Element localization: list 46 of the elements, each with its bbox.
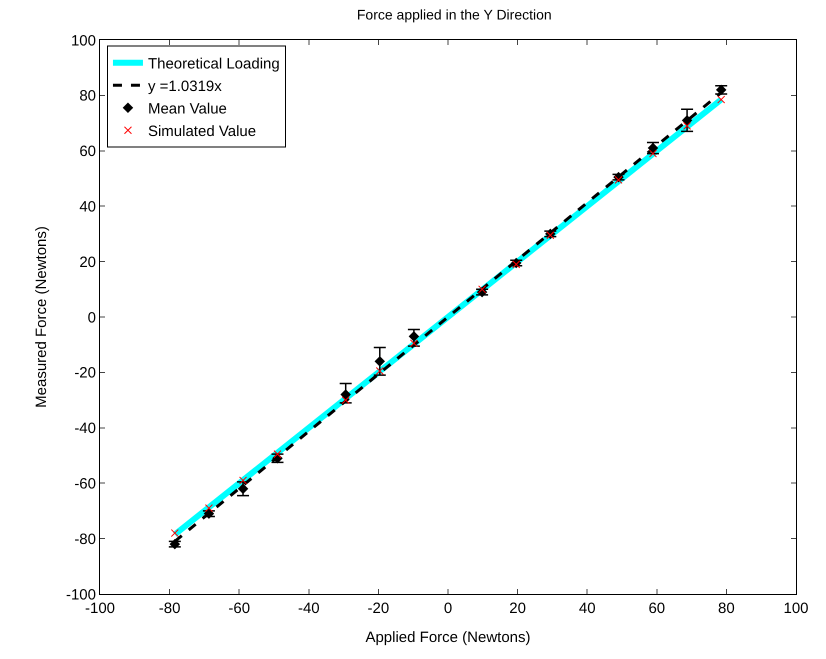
chart-title: Force applied in the Y Direction xyxy=(356,6,552,23)
x-tick-label: 80 xyxy=(718,600,735,617)
point xyxy=(204,504,213,512)
x-tick-label: 0 xyxy=(444,600,452,617)
point xyxy=(374,356,385,366)
point xyxy=(273,450,282,458)
y-tick-label: -20 xyxy=(74,364,96,382)
y-tick-label: 100 xyxy=(70,32,96,50)
x-tick-label: -40 xyxy=(298,600,320,617)
x-tick-label: -20 xyxy=(368,600,390,617)
legend-label: Simulated Value xyxy=(148,123,256,140)
point xyxy=(376,367,384,376)
point xyxy=(648,150,657,158)
y-tick-label: -60 xyxy=(74,475,96,492)
y-tick-label: 0 xyxy=(88,309,96,326)
x-tick-label: 20 xyxy=(509,600,526,617)
point xyxy=(408,331,419,342)
x-tick-label: -60 xyxy=(228,600,250,617)
legend-label: y =1.0319x xyxy=(148,78,222,96)
point xyxy=(342,396,350,404)
y-tick-label: 20 xyxy=(79,254,96,271)
y-tick-label: 40 xyxy=(79,198,96,216)
x-tick-label: -80 xyxy=(158,600,180,617)
point xyxy=(239,476,248,484)
y-tick-label: -40 xyxy=(74,420,96,438)
x-tick-label: 60 xyxy=(648,600,666,617)
y-tick-label: 60 xyxy=(79,143,96,160)
x-tick-label: 100 xyxy=(783,600,809,617)
point xyxy=(683,122,692,130)
y-tick-label: -80 xyxy=(74,530,96,548)
point xyxy=(546,231,554,240)
point xyxy=(170,529,179,538)
point xyxy=(614,176,623,184)
y-tick-label: -100 xyxy=(66,586,96,604)
point xyxy=(478,285,486,294)
x-axis-title: Applied Force (Newtons) xyxy=(365,629,531,646)
y-axis-title: Measured Force (Newtons) xyxy=(33,226,50,408)
point xyxy=(717,96,726,104)
point xyxy=(340,390,351,400)
legend-label: Mean Value xyxy=(148,100,227,118)
y-tick-label: 80 xyxy=(79,88,96,105)
x-tick-label: 40 xyxy=(578,600,596,617)
point xyxy=(512,260,520,268)
point xyxy=(682,115,692,126)
legend-label: Theoretical Loading xyxy=(148,56,280,73)
point xyxy=(410,339,418,348)
